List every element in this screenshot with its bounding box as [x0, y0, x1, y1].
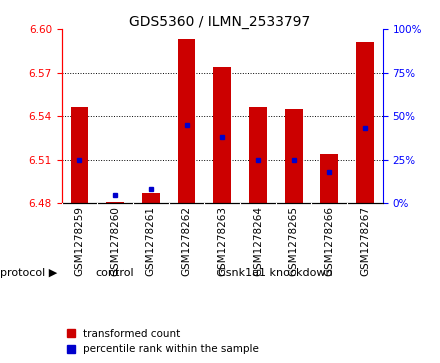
Text: GSM1278262: GSM1278262 — [182, 206, 191, 276]
Bar — [285, 109, 303, 203]
Text: GSM1278260: GSM1278260 — [110, 206, 120, 276]
Bar — [70, 107, 88, 203]
Text: Csnk1a1 knockdown: Csnk1a1 knockdown — [218, 268, 333, 278]
Text: GSM1278264: GSM1278264 — [253, 206, 263, 276]
Bar — [142, 193, 160, 203]
Bar — [106, 202, 124, 203]
Text: GSM1278261: GSM1278261 — [146, 206, 156, 276]
Text: GSM1278265: GSM1278265 — [289, 206, 299, 276]
Text: GSM1278266: GSM1278266 — [324, 206, 334, 276]
Bar — [213, 67, 231, 203]
Text: GSM1278259: GSM1278259 — [74, 206, 84, 276]
Text: control: control — [96, 268, 135, 278]
Text: GSM1278263: GSM1278263 — [217, 206, 227, 276]
Text: GSM1278267: GSM1278267 — [360, 206, 370, 276]
Legend: transformed count, percentile rank within the sample: transformed count, percentile rank withi… — [67, 329, 259, 354]
Bar — [356, 42, 374, 203]
Text: protocol ▶: protocol ▶ — [0, 268, 57, 278]
Bar — [320, 154, 338, 203]
Bar — [178, 39, 195, 203]
Text: GDS5360 / ILMN_2533797: GDS5360 / ILMN_2533797 — [129, 15, 311, 29]
Bar — [249, 107, 267, 203]
